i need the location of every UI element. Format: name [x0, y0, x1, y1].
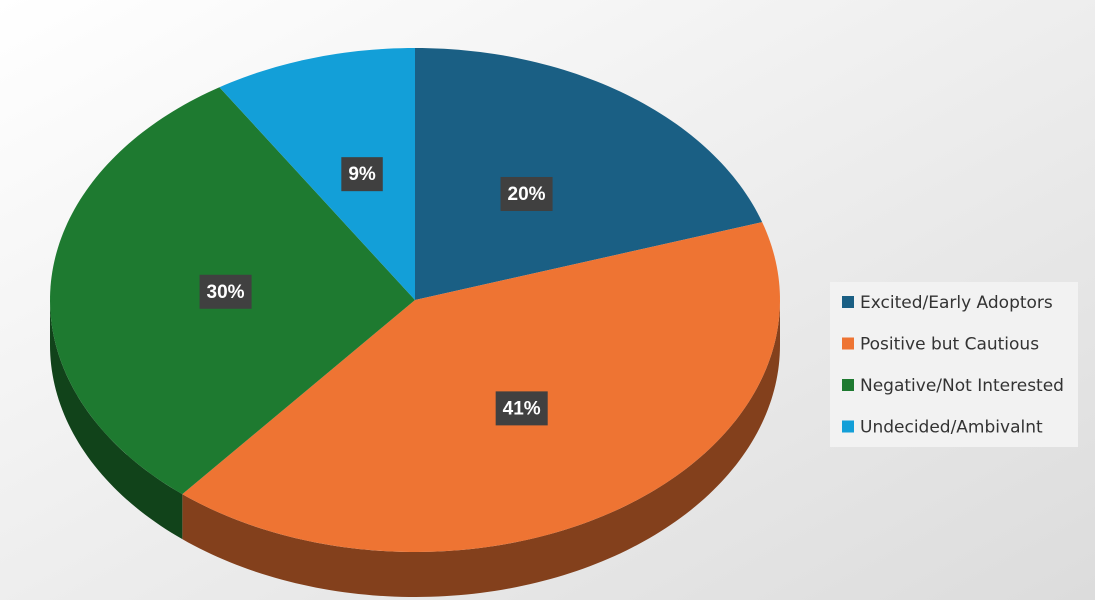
slice [182, 222, 780, 552]
legend-swatch [842, 379, 854, 391]
value-label: 20% [508, 184, 546, 205]
slice-side [182, 300, 781, 597]
slice-side [50, 300, 183, 540]
pie-tops [50, 48, 780, 552]
legend-swatch [842, 337, 854, 350]
legend-box [830, 282, 1078, 447]
legend-label: Positive but Cautious [860, 335, 1039, 355]
value-label-box [500, 176, 553, 211]
pie-sides [50, 300, 781, 597]
legend-swatch [842, 420, 854, 433]
legend-label: Negative/Not Interested [860, 376, 1064, 396]
value-label-box [199, 274, 252, 309]
value-label: 30% [207, 282, 245, 303]
value-labels: 20% 41% 30% 9% [199, 157, 553, 426]
legend-label: Undecided/Ambivalnt [860, 418, 1043, 438]
legend-label: Excited/Early Adoptors [860, 293, 1053, 313]
value-label: 41% [503, 398, 541, 419]
value-label-box [495, 391, 548, 426]
legend: Excited/Early Adoptors Positive but Cauti… [842, 293, 1064, 438]
value-label: 9% [348, 164, 376, 185]
slice [415, 48, 763, 300]
slice [219, 48, 415, 300]
legend-swatch [842, 296, 854, 308]
value-label-box [341, 157, 383, 192]
